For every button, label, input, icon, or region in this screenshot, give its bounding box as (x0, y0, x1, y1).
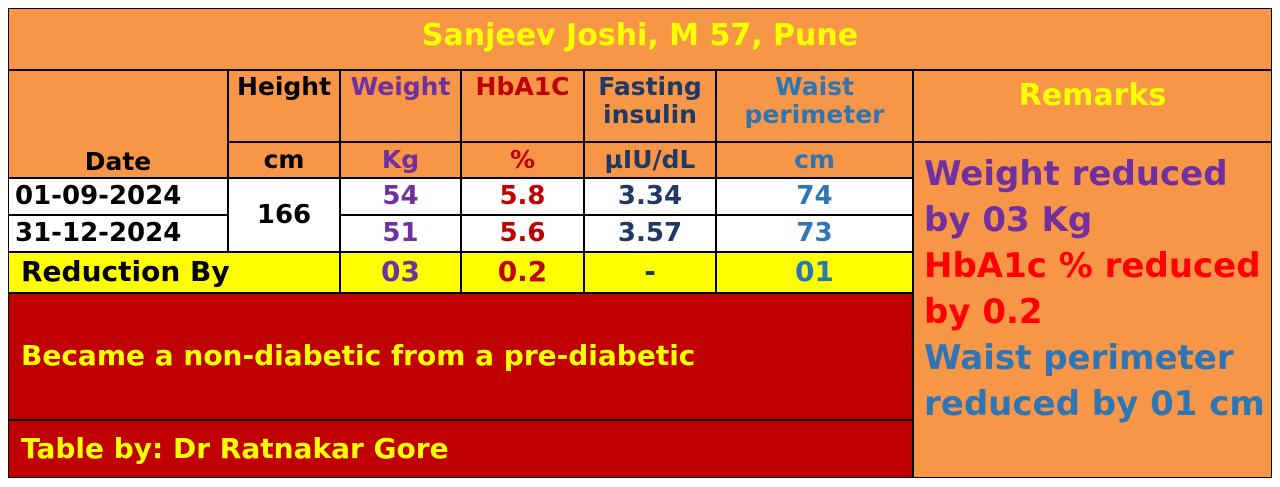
column-header-text: Height (236, 72, 332, 101)
value-cell-text: 3.34 (617, 181, 683, 212)
reduction-label-text: Reduction By (21, 255, 230, 289)
date-cell: 01-09-2024 (8, 178, 228, 215)
title-text: Sanjeev Joshi, M 57, Pune (421, 18, 859, 53)
column-unit: µIU/dL (584, 142, 716, 178)
remark: Waist perimeter reduced by 01 cm (924, 338, 1265, 424)
column-unit: cm (716, 142, 913, 178)
status-text: Became a non-diabetic from a pre-diabeti… (21, 339, 696, 373)
value-cell: 5.8 (461, 178, 584, 215)
reduction-cell-text: 0.2 (497, 255, 548, 289)
date-cell-text: 01-09-2024 (15, 181, 182, 212)
reduction-label: Reduction By (8, 252, 340, 293)
credit-text: Table by: Dr Ratnakar Gore (21, 431, 449, 465)
remark: HbA1c % reduced by 0.2 (924, 246, 1261, 332)
column-unit-text: µIU/dL (604, 145, 696, 175)
value-cell: 5.6 (461, 215, 584, 252)
reduction-cell: - (584, 252, 716, 293)
column-header-text: HbA1C (475, 72, 570, 101)
reduction-cell: 01 (716, 252, 913, 293)
date-header-text: Date (84, 146, 152, 176)
value-cell-text: 3.57 (617, 218, 683, 249)
column-header: Fasting insulin (584, 70, 716, 142)
column-unit-text: % (509, 145, 536, 175)
value-cell-text: 5.6 (499, 218, 546, 249)
column-unit: cm (228, 142, 340, 178)
value-cell-text: 74 (796, 181, 833, 212)
column-header: Weight (340, 70, 461, 142)
value-cell-text: 51 (382, 218, 419, 249)
value-cell: 3.57 (584, 215, 716, 252)
column-unit-text: cm (263, 145, 305, 175)
column-unit: Kg (340, 142, 461, 178)
remarks-title: Remarks (913, 70, 1272, 142)
column-unit: % (461, 142, 584, 178)
column-header: Height (228, 70, 340, 142)
value-cell-text: 73 (796, 218, 833, 249)
value-cell: 51 (340, 215, 461, 252)
column-header: Waist perimeter (716, 70, 913, 142)
value-cell: 54 (340, 178, 461, 215)
credit: Table by: Dr Ratnakar Gore (8, 420, 913, 478)
title: Sanjeev Joshi, M 57, Pune (8, 8, 1272, 70)
height-value: 166 (228, 178, 340, 252)
column-header-text: Fasting insulin (598, 72, 702, 129)
date-cell-text: 31-12-2024 (15, 218, 182, 249)
value-cell-text: 5.8 (499, 181, 546, 212)
height-value-text: 166 (256, 199, 312, 230)
remark: Weight reduced by 03 Kg (924, 154, 1228, 240)
column-header-text: Waist perimeter (744, 72, 885, 129)
value-cell: 73 (716, 215, 913, 252)
value-cell-text: 54 (382, 181, 419, 212)
reduction-cell-text: 01 (795, 255, 834, 289)
value-cell: 3.34 (584, 178, 716, 215)
date-cell: 31-12-2024 (8, 215, 228, 252)
status: Became a non-diabetic from a pre-diabeti… (8, 293, 913, 420)
reduction-cell-text: 03 (381, 255, 420, 289)
column-unit-text: cm (794, 145, 835, 175)
reduction-cell: 03 (340, 252, 461, 293)
column-unit-text: Kg (381, 145, 420, 175)
remarks-body: Weight reduced by 03 Kg HbA1c % reduced b… (913, 142, 1272, 478)
value-cell: 74 (716, 178, 913, 215)
column-header: HbA1C (461, 70, 584, 142)
date-header: Date (8, 70, 228, 178)
reduction-cell: 0.2 (461, 252, 584, 293)
remarks-title-text: Remarks (1018, 78, 1167, 113)
column-header-text: Weight (350, 72, 451, 101)
reduction-cell-text: - (644, 255, 656, 289)
